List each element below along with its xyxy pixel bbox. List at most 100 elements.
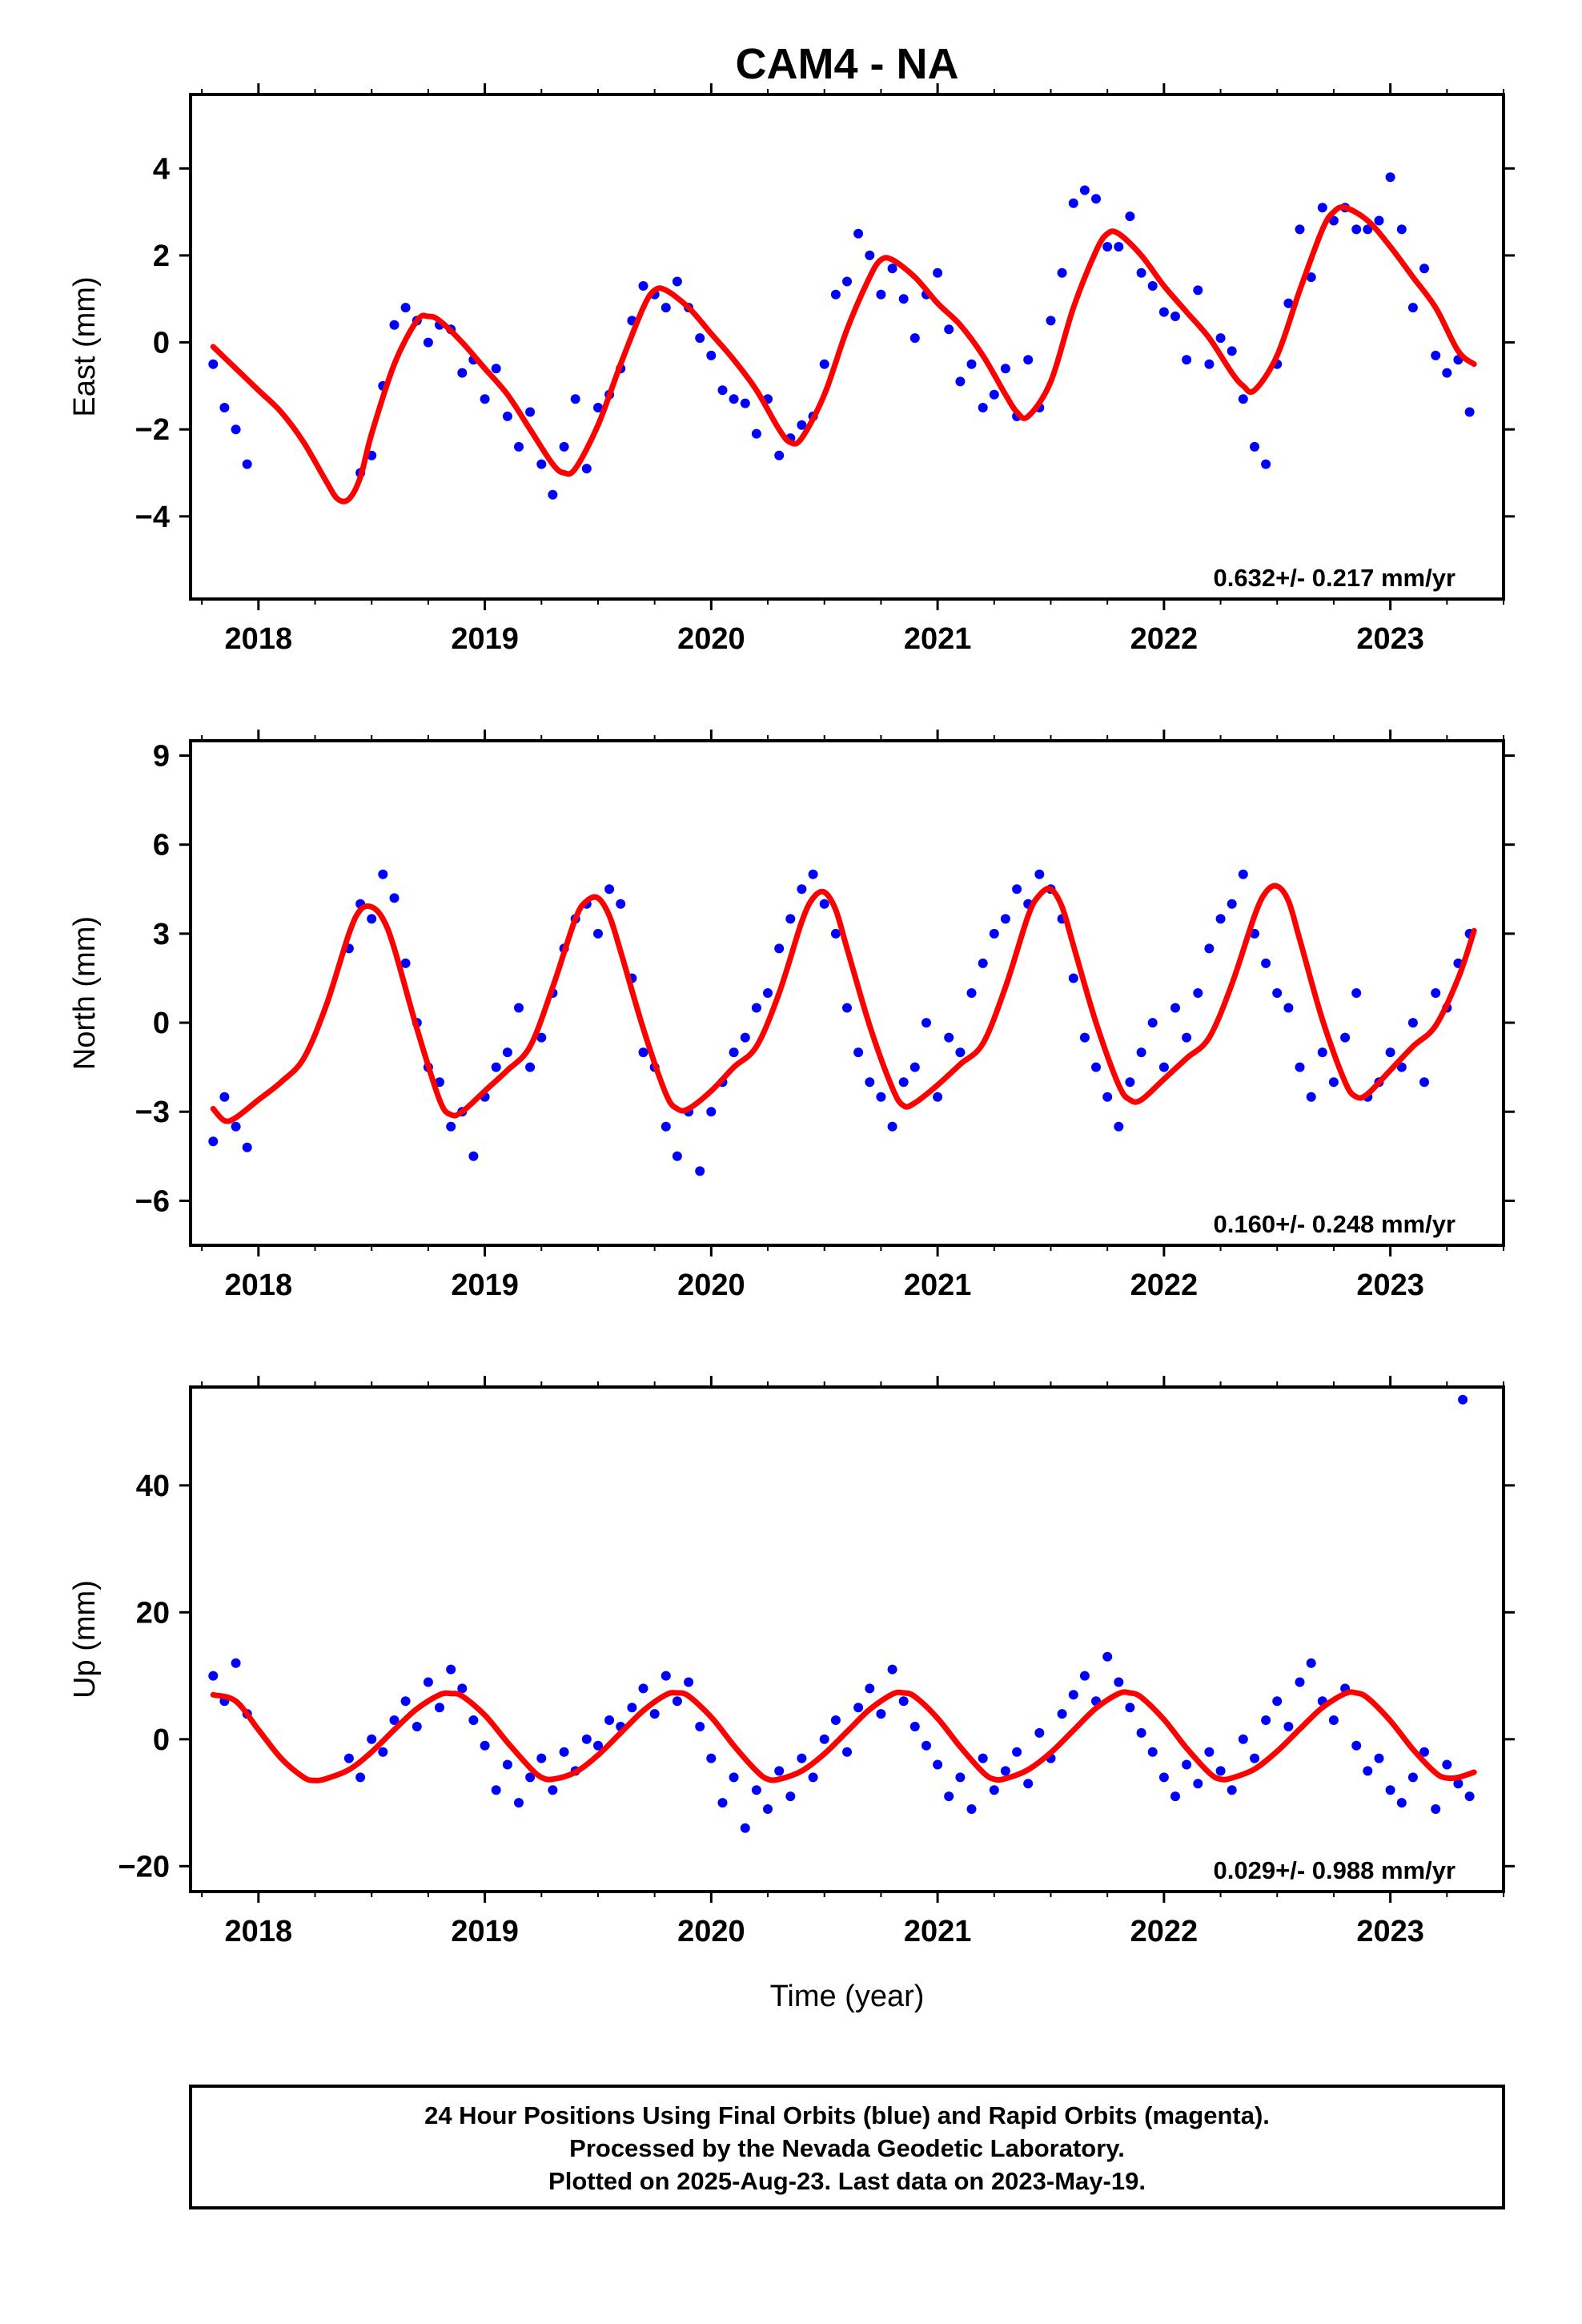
x-tick-label: 2023 [1356,622,1424,656]
data-point [219,403,230,412]
data-point [684,1677,694,1687]
x-tick-label: 2021 [904,1915,972,1948]
plot-frame-up [189,1385,1505,1893]
data-point [1079,1671,1090,1681]
data-point [1295,1677,1305,1687]
data-point [480,394,490,404]
data-point [865,250,875,260]
data-point [797,884,807,895]
data-point [785,914,796,924]
data-point [1000,914,1010,924]
data-point [706,350,717,360]
data-point [909,333,920,344]
data-point [1193,988,1203,998]
data-point [1396,1798,1407,1808]
data-point [1250,1753,1259,1763]
data-point [1068,1690,1078,1700]
data-point [672,1151,682,1161]
fit-curve-up [210,1689,1477,1783]
rate-annotation-north: 0.160+/- 0.248 mm/yr [1214,1210,1456,1238]
data-point [400,958,411,968]
data-point [661,303,671,313]
data-point [1363,1766,1373,1776]
data-point [1158,1062,1169,1072]
data-point [423,1677,433,1687]
observations-up [208,1394,1475,1833]
data-point [1261,459,1271,469]
data-point [1442,1759,1452,1770]
data-point [514,1798,524,1808]
x-tick-label: 2022 [1130,622,1199,656]
data-point [797,420,807,430]
data-point [208,1671,219,1681]
plot-frame-east [189,93,1505,601]
data-point [581,464,592,474]
data-point [1057,1709,1067,1719]
data-point [1363,224,1373,235]
data-point [842,1747,852,1757]
data-point [751,428,761,439]
data-point [1079,185,1090,195]
data-point [389,320,400,330]
data-point [1431,350,1441,360]
data-point [1102,1092,1113,1102]
data-point [536,459,547,469]
y-axis-label-east: East (mm) [68,276,102,416]
y-tick-label: 40 [136,1470,170,1503]
data-point [966,359,977,369]
data-point [1136,1047,1146,1058]
data-point [1317,1047,1327,1058]
data-point [1351,1740,1362,1751]
data-point [559,441,569,452]
panel-east: 2018 2019 2020 2021 2022 2023 −4 −2 0 2 4 East (mm)… [68,83,1515,656]
data-point [1068,198,1078,208]
data-point [1182,355,1192,365]
x-tick-label: 2020 [677,622,745,656]
observations-north [208,869,1475,1176]
x-tick-label: 2023 [1356,1915,1424,1948]
rate-annotation-up: 0.029+/- 0.988 mm/yr [1214,1856,1456,1884]
rate-annotation-east: 0.632+/- 0.217 mm/yr [1214,564,1456,592]
data-point [672,276,682,287]
data-point [853,1703,864,1713]
data-point [830,928,841,939]
x-axis-label: Time (year) [770,1980,925,2013]
data-point [638,1683,648,1694]
data-point [955,1772,966,1783]
data-point [1407,303,1418,313]
data-point [672,1696,682,1707]
data-point [548,1785,558,1795]
y-tick-label: 0 [153,327,170,360]
data-point [1453,1779,1464,1789]
data-point [1306,272,1316,283]
data-point [774,1766,785,1776]
data-point [1351,224,1362,235]
data-point [1328,1077,1339,1088]
data-point [1261,1715,1271,1725]
data-point [1396,224,1407,235]
panel-up: 2018 2019 2020 2021 2022 2023 −20 0 20 40 Up (mm) 0… [68,1376,1515,1948]
data-point [1458,1394,1468,1405]
data-point [1227,899,1237,909]
data-point [853,1047,864,1058]
data-point [955,1047,966,1058]
data-point [1306,1092,1316,1102]
data-point [978,403,988,412]
data-point [649,1709,660,1719]
data-point [1227,346,1237,356]
footer-line-3: Plotted on 2025-Aug-23. Last data on 202… [548,2167,1146,2195]
y-tick-label: −4 [135,501,170,534]
data-point [797,1753,807,1763]
chart-title: CAM4 - NA [736,40,959,88]
data-point [785,1791,796,1802]
y-axis-label-up: Up (mm) [68,1580,102,1699]
data-point [604,1715,615,1725]
x-tick-label: 2022 [1130,1269,1199,1302]
data-point [774,450,785,460]
data-point [1147,1018,1158,1028]
data-point [729,1047,739,1058]
data-point [536,1032,547,1043]
data-point [695,333,705,344]
data-point [400,1696,411,1707]
x-tick-label: 2020 [677,1269,745,1302]
